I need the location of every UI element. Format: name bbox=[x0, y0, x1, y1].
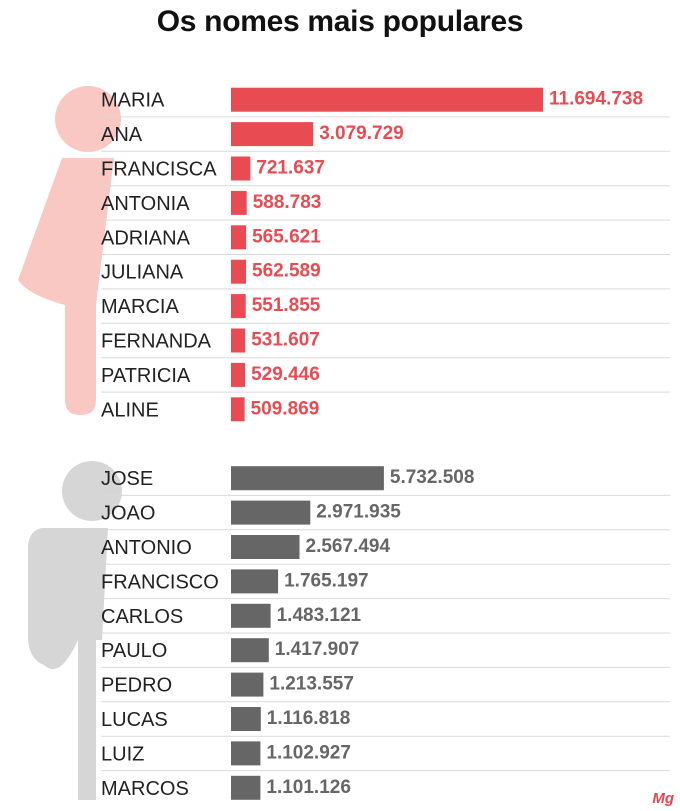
bar bbox=[231, 190, 247, 215]
category-label: JULIANA bbox=[101, 262, 184, 284]
bar bbox=[231, 741, 261, 766]
value-label: 1.765.197 bbox=[284, 570, 369, 591]
bar bbox=[231, 328, 246, 353]
bar bbox=[231, 362, 246, 387]
value-label: 588.783 bbox=[253, 192, 322, 213]
value-label: 551.855 bbox=[252, 295, 321, 316]
value-label: 529.446 bbox=[251, 364, 320, 385]
bar bbox=[231, 259, 246, 284]
bar bbox=[231, 466, 384, 491]
bar bbox=[231, 603, 271, 628]
value-label: 1.102.927 bbox=[266, 742, 351, 763]
bar bbox=[231, 775, 261, 800]
category-label: PEDRO bbox=[101, 675, 172, 697]
value-label: 509.869 bbox=[251, 398, 320, 419]
value-label: 5.732.508 bbox=[390, 467, 475, 488]
category-label: FRANCISCA bbox=[101, 159, 217, 181]
category-label: JOSE bbox=[101, 468, 153, 490]
category-label: ANTONIA bbox=[101, 193, 190, 215]
value-label: 3.079.729 bbox=[319, 123, 404, 144]
category-label: CARLOS bbox=[101, 606, 183, 628]
category-label: ALINE bbox=[101, 399, 159, 421]
category-label: MARIA bbox=[101, 90, 165, 112]
category-label: ANA bbox=[101, 124, 143, 146]
category-label: JOAO bbox=[101, 503, 155, 525]
category-label: MARCOS bbox=[101, 778, 189, 800]
bar bbox=[231, 156, 251, 181]
category-label: PATRICIA bbox=[101, 365, 191, 387]
value-label: 1.483.121 bbox=[277, 605, 362, 626]
bar bbox=[231, 638, 269, 663]
value-label: 1.116.818 bbox=[267, 708, 350, 729]
bar bbox=[231, 569, 279, 594]
bar bbox=[231, 707, 261, 731]
category-label: MARCIA bbox=[101, 296, 179, 318]
bar bbox=[231, 535, 300, 559]
category-label: PAULO bbox=[101, 640, 167, 662]
bar bbox=[231, 672, 264, 697]
value-label: 1.417.907 bbox=[275, 639, 360, 660]
icons-layer bbox=[18, 86, 122, 800]
page-title: Os nomes mais populares bbox=[156, 5, 524, 38]
value-label: 721.637 bbox=[256, 158, 325, 179]
category-label: LUCAS bbox=[101, 709, 168, 731]
bar bbox=[231, 122, 314, 147]
value-label: 11.694.738 bbox=[549, 89, 643, 110]
category-label: FERNANDA bbox=[101, 331, 212, 353]
category-label: ADRIANA bbox=[101, 227, 191, 249]
bar bbox=[231, 87, 543, 112]
bar bbox=[231, 294, 246, 319]
bar bbox=[231, 225, 247, 250]
category-label: ANTONIO bbox=[101, 537, 192, 559]
bar bbox=[231, 500, 311, 525]
value-label: 2.971.935 bbox=[316, 502, 401, 523]
value-label: 1.101.126 bbox=[266, 777, 351, 798]
female-silhouette-icon bbox=[18, 86, 121, 415]
row-dividers bbox=[101, 116, 670, 772]
value-label: 531.607 bbox=[251, 330, 320, 351]
category-label: LUIZ bbox=[101, 743, 144, 765]
value-label: 2.567.494 bbox=[306, 536, 391, 557]
bar bbox=[231, 397, 245, 422]
value-label: 562.589 bbox=[252, 261, 321, 282]
bars-layer: MARIA 11.694.738 ANA 3.079.729 FRANCISCA 721.… bbox=[101, 87, 643, 800]
value-label: 565.621 bbox=[252, 226, 321, 247]
male-silhouette-icon bbox=[28, 461, 122, 800]
category-label: FRANCISCO bbox=[101, 571, 219, 593]
brand-logo: Mg bbox=[652, 790, 674, 807]
value-label: 1.213.557 bbox=[269, 674, 354, 695]
